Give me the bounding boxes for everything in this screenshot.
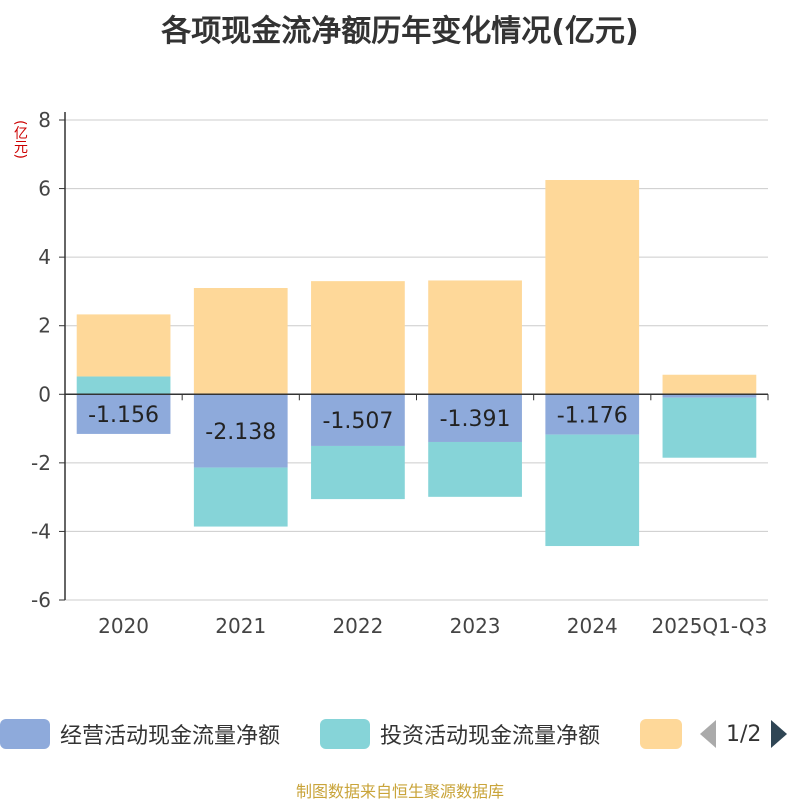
bar-series1-2 (311, 445, 405, 500)
legend-page-indicator: 1/2 (726, 721, 762, 747)
bar-series2-0 (76, 314, 171, 377)
data-source-note: 制图数据来自恒生聚源数据库 (295, 782, 504, 801)
bar-series2-5 (662, 374, 757, 395)
legend-item-operating[interactable]: 经营活动现金流量净额 (0, 716, 280, 752)
y-tick-label: 8 (38, 108, 51, 132)
legend-item-investing[interactable]: 投资活动现金流量净额 (320, 716, 600, 752)
data-label: -2.138 (205, 420, 276, 445)
bar-series1-1 (193, 467, 288, 527)
y-tick-label: 2 (38, 314, 51, 338)
bar-series0-1 (193, 394, 288, 468)
legend-swatch-operating (0, 719, 50, 749)
bar-series (76, 180, 757, 547)
data-label: -1.391 (440, 407, 511, 432)
y-tick-label: -4 (31, 519, 51, 543)
y-tick-label: -2 (31, 451, 51, 475)
y-axis-unit-label: (亿元) (12, 120, 28, 159)
chart-title: 各项现金流净额历年变化情况(亿元) (161, 14, 639, 49)
x-tick-label: 2025Q1-Q3 (652, 614, 768, 638)
bar-series2-4 (545, 180, 640, 395)
axes: -6 -4 -2 0 2 4 6 8 2020 2021 2022 2023 2024 2025Q1-Q3 (31, 108, 769, 638)
bar-chart: -6 -4 -2 0 2 4 6 8 2020 2021 2022 2023 2024 2025Q1-Q3… (31, 108, 769, 638)
legend-pager: 1/2 (700, 716, 788, 752)
bar-series1-3 (428, 441, 522, 497)
y-tick-label: -6 (31, 588, 51, 612)
x-tick-label: 2022 (332, 614, 383, 638)
legend: 经营活动现金流量净额 投资活动现金流量净额 (0, 716, 800, 756)
data-labels: -1.156 -2.138 -1.507 -1.391 -1.176 (88, 403, 628, 445)
x-tick-label: 2020 (98, 614, 149, 638)
data-label: -1.176 (557, 403, 628, 428)
bar-series0-3 (428, 394, 522, 442)
y-tick-label: 6 (38, 177, 51, 201)
bar-series0-0 (76, 394, 171, 434)
legend-next-arrow-icon[interactable] (771, 720, 788, 748)
bar-series1-0 (76, 376, 171, 395)
bar-series1-5 (662, 397, 757, 458)
data-label: -1.156 (88, 403, 159, 428)
bar-series2-2 (311, 281, 405, 395)
bar-series2-1 (193, 288, 288, 395)
y-tick-label: 4 (38, 245, 51, 269)
legend-label-investing: 投资活动现金流量净额 (380, 724, 601, 749)
bar-series1-4 (545, 434, 640, 547)
x-tick-label: 2021 (215, 614, 266, 638)
data-label: -1.507 (322, 409, 393, 434)
legend-swatch-financing (640, 719, 682, 749)
grid-lines (65, 119, 768, 601)
x-tick-label: 2023 (450, 614, 501, 638)
legend-swatch-investing (320, 719, 370, 749)
y-tick-label: 0 (38, 382, 51, 406)
legend-label-operating: 经营活动现金流量净额 (60, 724, 281, 749)
bar-series2-3 (428, 280, 522, 395)
x-tick-label: 2024 (567, 614, 618, 638)
legend-prev-arrow-icon[interactable] (700, 720, 716, 748)
bar-series0-4 (545, 394, 640, 435)
legend-item-financing[interactable] (640, 716, 682, 752)
bar-series0-2 (311, 394, 405, 446)
bar-series0-5 (662, 394, 757, 398)
